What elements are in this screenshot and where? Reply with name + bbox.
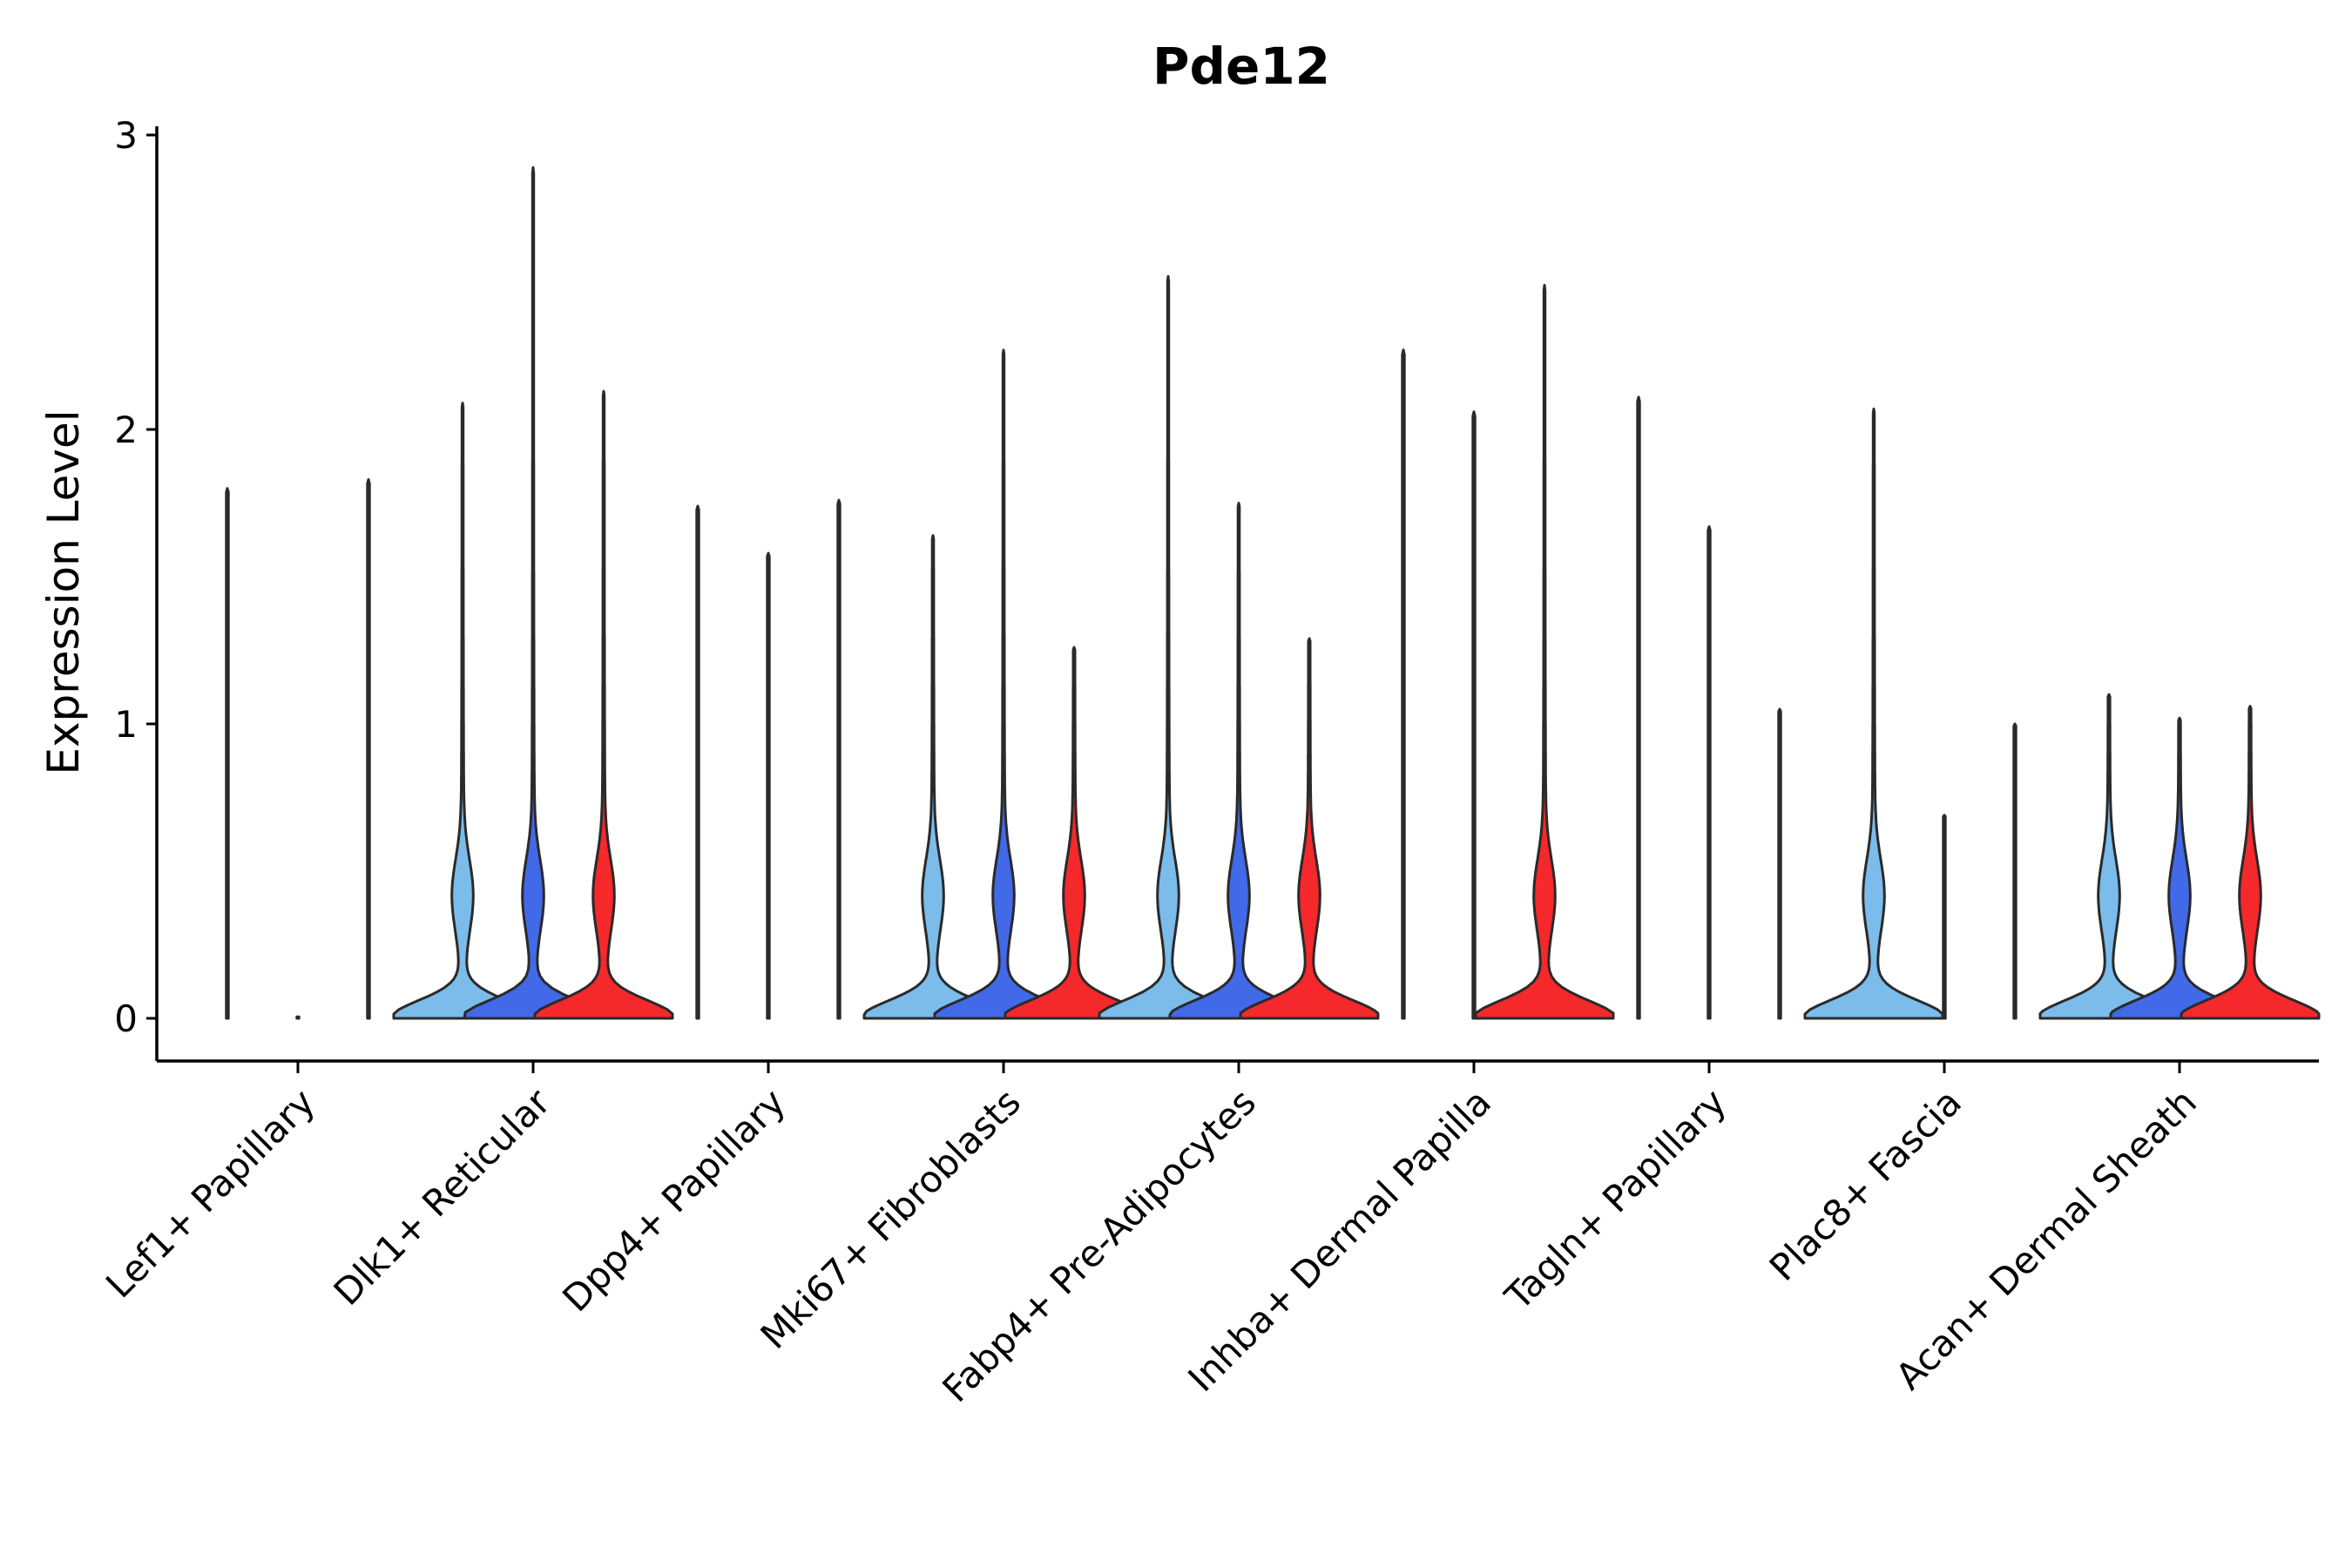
violin-6-3 [1474,283,1615,1020]
y-tick-label: 0 [114,997,138,1040]
violin-7-1 [1636,395,1641,1020]
x-tick-label: Lef1+ Papillary [98,1080,323,1306]
y-axis-ticks: 0 1 2 3 [114,114,157,1040]
violin-9-3 [2180,705,2321,1020]
violin-1-2 [295,1015,301,1020]
chart-title: Pde12 [1152,37,1330,96]
violin-1-1 [225,487,230,1020]
violin-7-3 [1777,707,1782,1020]
x-tick-label: Mki67+ Fibroblasts [753,1080,1029,1356]
y-tick-label: 1 [114,703,138,746]
violin-5-3 [1239,637,1380,1020]
violin-8-1 [1803,407,1944,1020]
x-tick-label: Plac8+ Fascia [1761,1080,1970,1288]
violin-4-1 [862,534,1004,1020]
violin-8-3 [2012,722,2017,1020]
y-tick-label: 2 [114,409,138,451]
violin-2-2 [463,166,604,1020]
violin-6-2 [1471,410,1477,1020]
violin-9-1 [2038,693,2180,1020]
x-tick-label: Tagln+ Papillary [1497,1080,1734,1318]
violin-3-2 [766,551,771,1020]
y-axis-label: Expression Level [38,409,89,774]
violin-6-1 [1401,348,1406,1020]
violin-4-3 [1004,645,1145,1020]
violin-group [225,166,2321,1020]
violin-3-1 [695,504,700,1020]
x-tick-label: Dlk1+ Reticular [326,1080,559,1314]
violin-5-2 [1168,502,1309,1020]
violin-2-1 [392,402,533,1020]
violin-7-2 [1707,525,1712,1020]
violin-8-2 [1942,814,1947,1020]
y-tick-label: 3 [114,114,138,157]
violin-3-3 [836,498,841,1020]
violin-2-3 [533,389,674,1020]
violin-1-3 [366,478,371,1020]
x-tick-label: Dpp4+ Papillary [554,1080,794,1320]
violin-9-2 [2109,716,2250,1020]
violin-5-1 [1098,274,1239,1020]
violin-4-2 [933,348,1074,1020]
